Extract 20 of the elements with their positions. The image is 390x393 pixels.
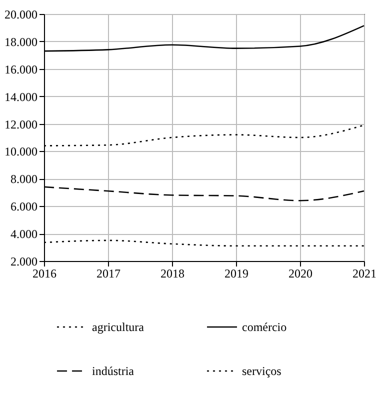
x-tick-label: 2021 xyxy=(352,266,376,280)
y-tick-label: 2.000 xyxy=(10,254,38,268)
y-tick-label: 12.000 xyxy=(4,117,38,132)
y-tick-label: 8.000 xyxy=(10,172,38,186)
legend-label: indústria xyxy=(92,364,135,378)
y-tick-label: 4.000 xyxy=(10,227,38,242)
y-tick-label: 20.000 xyxy=(4,8,38,22)
y-tick-label: 14.000 xyxy=(4,90,38,104)
legend-label: comércio xyxy=(242,320,287,334)
legend-label: agricultura xyxy=(92,320,145,334)
x-tick-label: 2016 xyxy=(32,266,56,280)
legend-label: serviços xyxy=(242,364,282,378)
x-tick-label: 2018 xyxy=(160,266,184,280)
y-tick-label: 18.000 xyxy=(4,34,38,49)
y-tick-label: 10.000 xyxy=(4,144,38,159)
y-tick-label: 6.000 xyxy=(10,200,38,214)
x-tick-label: 2020 xyxy=(288,266,312,280)
y-tick-label: 16.000 xyxy=(4,62,38,76)
x-tick-label: 2019 xyxy=(224,266,248,280)
x-tick-label: 2017 xyxy=(96,266,120,280)
